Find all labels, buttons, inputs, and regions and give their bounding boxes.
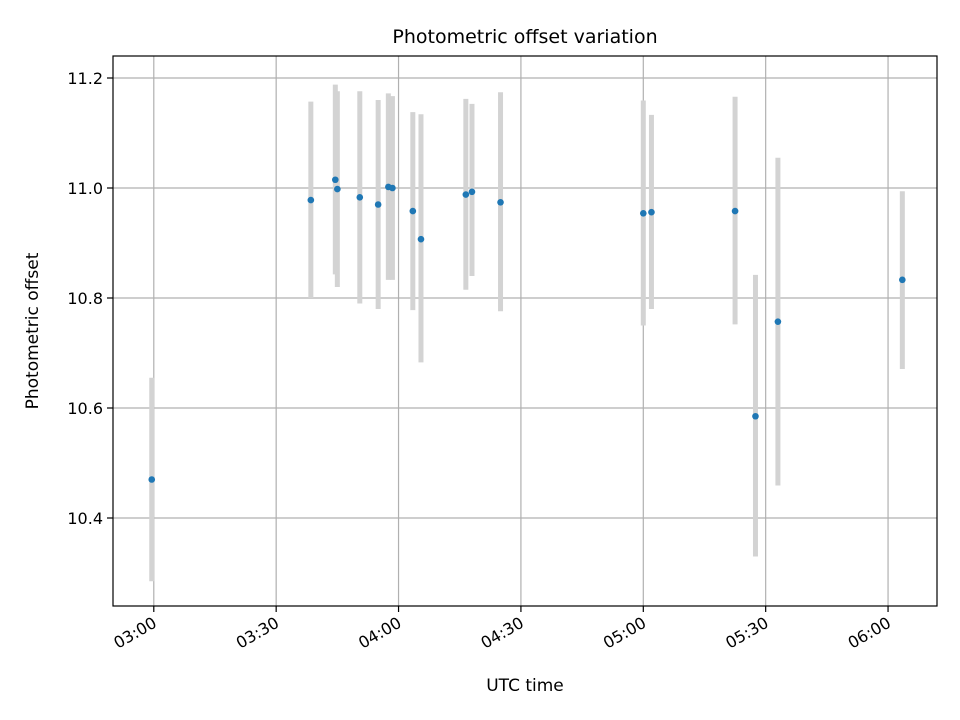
data-point — [389, 184, 396, 192]
data-point — [639, 210, 647, 217]
x-axis-label: UTC time — [486, 676, 564, 696]
y-tick-label: 10.4 — [67, 509, 103, 528]
data-point — [148, 476, 156, 483]
plot-frame — [112, 55, 938, 607]
data-point — [356, 194, 364, 201]
data-point — [307, 196, 315, 204]
data-points — [148, 176, 906, 483]
data-point — [497, 199, 504, 206]
data-point — [899, 276, 906, 284]
data-point — [468, 188, 476, 196]
chart-title: Photometric offset variation — [392, 26, 657, 48]
y-tick-label: 11.2 — [67, 69, 103, 88]
data-point — [462, 191, 470, 198]
data-point — [334, 185, 341, 193]
data-point — [731, 207, 739, 215]
grid-lines — [113, 56, 937, 606]
data-point — [648, 208, 655, 216]
y-tick-label: 10.6 — [67, 399, 103, 418]
data-point — [374, 201, 382, 208]
data-point — [409, 207, 417, 215]
data-point — [774, 318, 782, 325]
data-point — [752, 412, 759, 420]
y-tick-label: 10.8 — [67, 289, 103, 308]
y-axis-label: Photometric offset — [23, 252, 43, 409]
y-tick-label: 11.0 — [67, 179, 103, 198]
data-point — [417, 235, 425, 243]
data-point — [332, 176, 339, 184]
